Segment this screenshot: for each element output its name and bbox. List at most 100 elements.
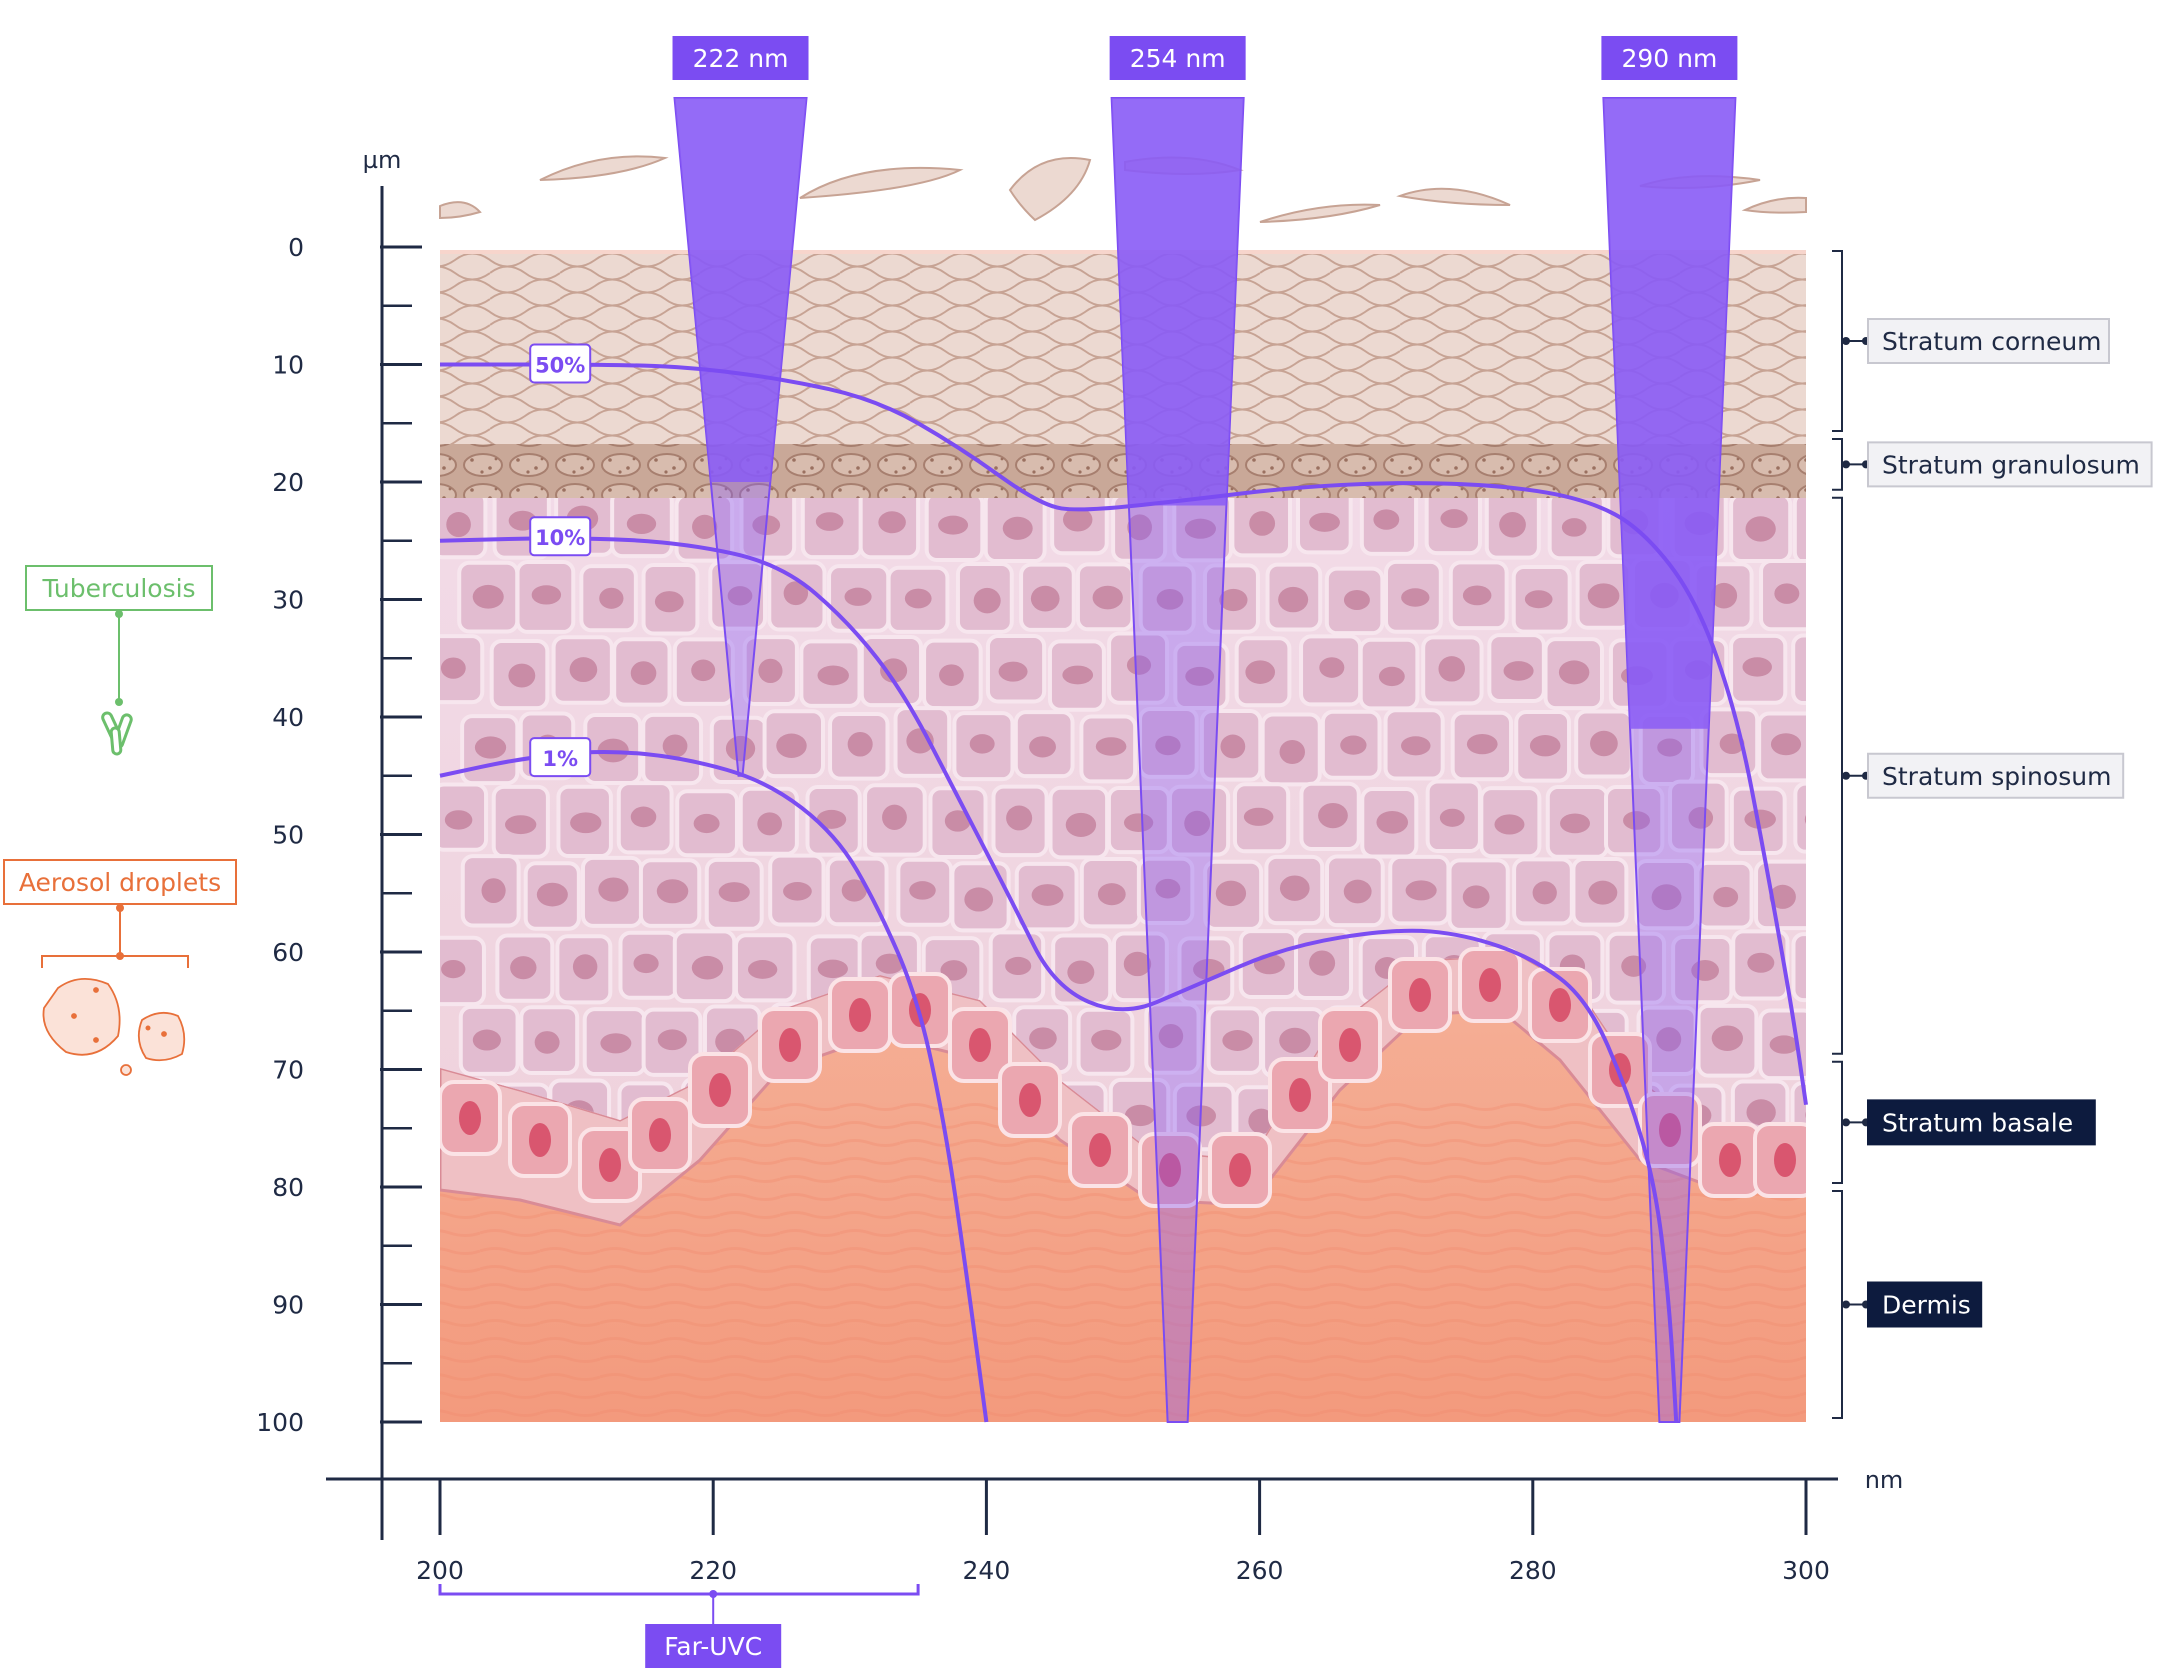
cell-nucleus (1710, 582, 1738, 609)
layer-label-text: Stratum basale (1882, 1108, 2073, 1137)
cell-nucleus (1742, 657, 1772, 677)
cell-nucleus (1031, 884, 1064, 906)
cell-nucleus (1155, 735, 1181, 756)
cell-nucleus (1155, 878, 1181, 899)
cell-nucleus (1289, 1078, 1311, 1112)
pathogen-legend: Tuberculosis Aerosol droplets (3, 565, 237, 1076)
cell-nucleus (474, 736, 507, 759)
cell-nucleus (1747, 952, 1775, 973)
tuberculosis-legend: Tuberculosis (25, 565, 213, 756)
cell-nucleus (691, 659, 716, 682)
cell-nucleus (1549, 988, 1571, 1022)
beam-label-box (1601, 36, 1738, 80)
cell-nucleus (909, 881, 936, 900)
cell-nucleus (536, 882, 568, 907)
cell-nucleus (1719, 1143, 1741, 1177)
cell-nucleus (938, 515, 969, 535)
cell-nucleus (776, 733, 807, 758)
layer-bracket (1832, 496, 1843, 1055)
cell-nucleus (444, 810, 473, 830)
cell-nucleus (973, 587, 1001, 614)
cell-nucleus (1156, 588, 1184, 610)
cell-nucleus (510, 956, 537, 980)
cell-nucleus (1774, 583, 1800, 604)
spinosum-cell (1824, 1010, 1878, 1077)
cell-nucleus (1590, 730, 1618, 757)
cell-nucleus (1067, 960, 1095, 985)
curve-label: 10% (535, 526, 585, 550)
cell-nucleus (1438, 656, 1465, 682)
cell-nucleus (1532, 881, 1557, 905)
cell-nucleus (1409, 978, 1431, 1012)
x-tick-label: 300 (1782, 1556, 1830, 1585)
cell-nucleus (815, 512, 844, 531)
layer-label-text: Stratum granulosum (1882, 450, 2140, 479)
cell-nucleus (1185, 666, 1215, 686)
axes: µm 0 10 20 30 40 50 60 70 80 90 100 nm 200 220 240 260 28… (256, 146, 1903, 1585)
far-uvc-range (438, 1584, 920, 1596)
cell-nucleus (1278, 586, 1309, 613)
cell-nucleus (693, 813, 720, 834)
y-unit: µm (363, 146, 402, 174)
x-tick-label: 200 (416, 1556, 464, 1585)
cell-nucleus (1806, 658, 1831, 681)
cell-nucleus (649, 1118, 671, 1152)
cell-nucleus (1524, 590, 1553, 609)
y-tick-label: 70 (272, 1056, 304, 1085)
cell-nucleus (598, 877, 629, 902)
cell-nucleus (1159, 1153, 1181, 1187)
cell-nucleus (1494, 814, 1525, 835)
cell-nucleus (998, 661, 1028, 682)
transmission-curves: 50% 10% 1% (439, 343, 1808, 1423)
cell-nucleus (441, 959, 466, 979)
stratum-granulosum-layer (440, 440, 1806, 498)
cell-nucleus (1588, 880, 1618, 905)
y-tick-label: 50 (272, 821, 304, 850)
cell-nucleus (626, 513, 657, 534)
cell-nucleus (1019, 1083, 1041, 1117)
cell-nucleus (1529, 735, 1561, 757)
cell-nucleus (1560, 813, 1590, 834)
cell-nucleus (783, 581, 809, 606)
cell-nucleus (1030, 585, 1060, 612)
curve-50pct: 50% (440, 343, 1808, 1106)
far-uvc-label: Far-UVC (664, 1632, 762, 1661)
cell-nucleus (446, 512, 471, 538)
y-tick-label: 80 (272, 1173, 304, 1202)
cell-nucleus (844, 587, 872, 606)
cell-nucleus (1065, 812, 1097, 837)
cell-nucleus (783, 882, 812, 901)
cell-nucleus (1243, 807, 1274, 826)
cell-nucleus (1319, 657, 1345, 678)
cell-nucleus (1309, 512, 1340, 532)
cell-nucleus (1126, 655, 1152, 675)
cell-nucleus (1124, 1104, 1156, 1127)
y-tick-label: 40 (272, 703, 304, 732)
cell-nucleus (1339, 1028, 1361, 1062)
spinosum-cell (1792, 491, 1806, 565)
curve-label: 1% (542, 747, 578, 771)
layer-label-text: Stratum spinosum (1882, 762, 2111, 791)
cell-nucleus (630, 806, 657, 828)
cell-nucleus (630, 661, 657, 686)
cell-nucleus (1222, 1030, 1253, 1051)
cell-nucleus (969, 734, 995, 754)
cell-nucleus (1811, 958, 1839, 981)
layer-label-text: Stratum corneum (1882, 327, 2102, 356)
beam-label: 222 nm (693, 44, 789, 73)
cell-nucleus (572, 954, 598, 980)
cell-nucleus (1158, 1023, 1184, 1049)
cell-nucleus (1835, 588, 1860, 609)
spinosum-cell (1819, 562, 1875, 629)
cell-nucleus (1805, 1103, 1806, 1127)
droplets-icon (42, 978, 186, 1076)
cell-nucleus (1029, 736, 1056, 758)
cell-nucleus (1123, 951, 1152, 977)
cell-nucleus (1834, 735, 1861, 755)
cell-nucleus (599, 1148, 621, 1182)
y-tick-label: 0 (288, 233, 304, 262)
layer-label-box (1867, 752, 2125, 799)
cell-nucleus (1279, 875, 1310, 901)
cell-nucleus (757, 812, 783, 836)
